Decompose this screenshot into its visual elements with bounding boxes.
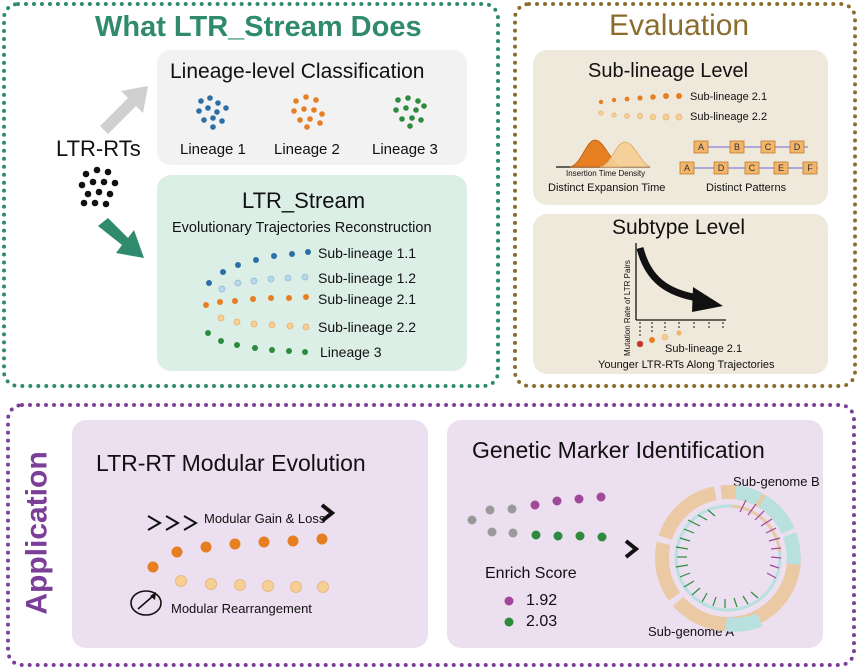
trajectory-label-sub-lineage-2-1: Sub-lineage 2.1 [318, 291, 417, 307]
lineage-1-cluster [196, 95, 229, 130]
trajectory-sub-lineage-2-2 [217, 314, 310, 331]
subtype-level-title: Subtype Level [612, 216, 746, 239]
genetic-marker-title: Genetic Marker Identification [472, 437, 765, 463]
trajectory-sub-lineage-1-2 [218, 273, 309, 293]
grey-arrow-icon [100, 86, 148, 134]
pattern-row1-c: C [765, 142, 772, 152]
distinct-expansion-time-label: Distinct Expansion Time [548, 182, 666, 194]
trajectory-sub-lineage-1-1 [206, 249, 311, 286]
trajectory-label-sub-lineage-1-2: Sub-lineage 1.2 [318, 270, 417, 286]
ltr-rts-input-label: LTR-RTs [56, 136, 141, 161]
pattern-row1-b: B [734, 142, 740, 152]
pattern-row1-d: D [794, 142, 801, 152]
eval-sub-lineage-2-1-dots [598, 93, 682, 105]
evaluation-panel [513, 2, 857, 388]
lineage-2-cluster [291, 94, 325, 130]
trajectory-sub-lineage-2-1 [203, 294, 309, 308]
pattern-row1-a: A [698, 142, 704, 152]
genetic-chevron-icon [624, 539, 640, 559]
pattern-row2-d: D [718, 163, 725, 173]
rearrangement-icon [130, 590, 162, 616]
sub-genome-b-label: Sub-genome B [733, 474, 820, 489]
lineage-3-label: Lineage 3 [372, 141, 438, 158]
modular-gain-loss-label: Modular Gain & Loss [204, 511, 326, 526]
lineage-3-cluster [393, 95, 427, 129]
insertion-time-density-label: Insertion Time Density [566, 169, 646, 178]
sub-lineage-level-title: Sub-lineage Level [588, 60, 749, 82]
decline-arrowhead-icon [692, 287, 723, 312]
ltr-rts-cluster [78, 166, 119, 208]
pattern-row2-f: F [807, 163, 813, 173]
modular-gain-dots [147, 533, 328, 573]
score-green-dot [504, 617, 514, 627]
what-ltr-stream-does-panel [2, 2, 500, 388]
lineage-2-label: Lineage 2 [274, 141, 340, 158]
trajectory-label-sub-lineage-1-1: Sub-lineage 1.1 [318, 245, 417, 261]
subtype-sub-lineage-2-1-label: Sub-lineage 2.1 [665, 343, 743, 355]
enrich-score-label: Enrich Score [485, 565, 577, 582]
trajectory-label-lineage-3: Lineage 3 [320, 344, 382, 360]
bold-chevron-icon [320, 503, 336, 523]
classification-title: Lineage-level Classification [170, 60, 425, 83]
pattern-row2-c: C [749, 163, 756, 173]
ltr-stream-subtitle: Evolutionary Trajectories Reconstruction [172, 220, 432, 236]
pattern-row-2-boxes [679, 161, 818, 175]
application-panel [6, 403, 856, 667]
grey-trajectory-dots [467, 504, 518, 538]
chevron-icons [147, 515, 198, 531]
trajectory-lineage-3 [205, 330, 308, 355]
modular-evolution-title: LTR-RT Modular Evolution [96, 450, 366, 476]
circos-plot [655, 485, 801, 632]
pattern-row-1-boxes [693, 140, 805, 154]
pattern-row2-e: E [778, 163, 784, 173]
sub-lineage-2-1-label: Sub-lineage 2.1 [690, 91, 768, 103]
distinct-patterns-label: Distinct Patterns [706, 182, 787, 194]
sub-lineage-2-2-label: Sub-lineage 2.2 [690, 111, 768, 123]
ltr-stream-box [157, 175, 467, 371]
sub-lineage-level-box [533, 50, 828, 205]
eval-sub-lineage-2-2-dots [598, 110, 683, 121]
enrich-score-2: 2.03 [526, 613, 558, 630]
trajectory-label-sub-lineage-2-2: Sub-lineage 2.2 [318, 319, 417, 335]
lineage-1-label: Lineage 1 [180, 141, 246, 158]
density-curve-2-2 [599, 141, 651, 168]
magenta-trajectory-dots [530, 492, 606, 510]
panel-title-what-ltr-stream-does: What LTR_Stream Does [95, 11, 422, 43]
modular-rearrangement-label: Modular Rearrangement [171, 601, 312, 616]
green-trajectory-dots [531, 530, 607, 542]
decline-curve [636, 247, 699, 302]
modular-rearrangement-dots [175, 575, 329, 593]
pattern-row2-a: A [684, 163, 690, 173]
enrich-score-1: 1.92 [526, 592, 558, 609]
ltr-stream-title: LTR_Stream [242, 188, 366, 213]
panel-title-evaluation: Evaluation [609, 9, 750, 42]
score-magenta-dot [504, 596, 514, 606]
teal-arrow-icon [98, 218, 144, 258]
modular-evolution-box [72, 420, 428, 648]
younger-ltr-rts-caption: Younger LTR-RTs Along Trajectories [598, 359, 775, 371]
